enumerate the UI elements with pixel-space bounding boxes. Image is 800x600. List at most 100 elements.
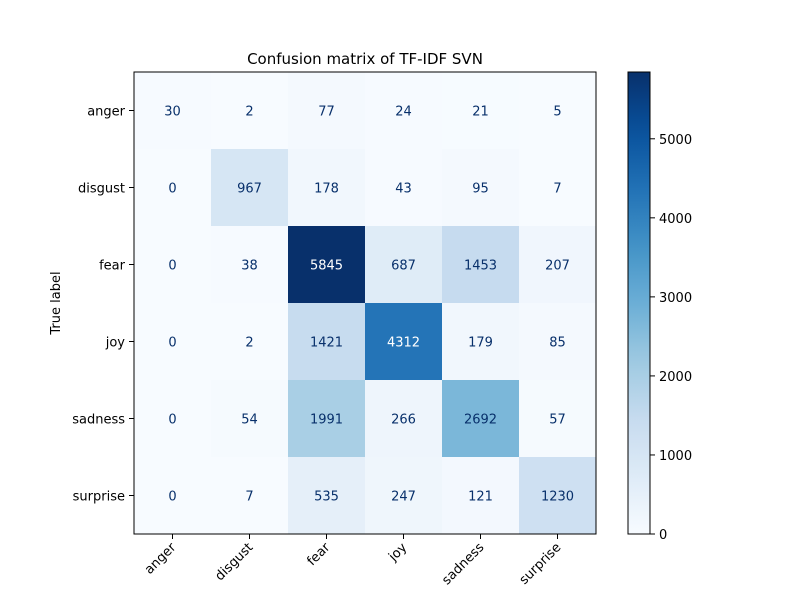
matrix-cell (519, 457, 597, 535)
matrix-cell (442, 380, 520, 458)
y-tick-label: fear (99, 259, 126, 274)
colorbar-tick-label: 1000 (659, 449, 692, 464)
matrix-cell (288, 226, 366, 304)
matrix-cell (442, 149, 520, 227)
cell-value-label: 24 (395, 105, 412, 120)
y-tick-label: surprise (73, 490, 125, 505)
y-tick-label: joy (105, 336, 126, 351)
cell-value-label: 967 (237, 182, 262, 197)
chart-title: Confusion matrix of TF-IDF SVN (247, 50, 483, 68)
matrix-cell (365, 149, 443, 227)
matrix-cells (134, 72, 597, 535)
matrix-cell (365, 226, 443, 304)
y-tick-label: sadness (72, 413, 125, 428)
matrix-cell (211, 72, 289, 150)
matrix-cell (442, 226, 520, 304)
matrix-cell (288, 380, 366, 458)
cell-value-label: 30 (164, 105, 181, 120)
cell-value-label: 0 (168, 182, 176, 197)
cell-value-labels: 30 2 77 24 21 50 967 178 43 95 70 38 5845 687 1453 2070… (164, 105, 574, 505)
x-tick-label: anger (142, 540, 180, 578)
cell-value-label: 535 (314, 490, 339, 505)
y-axis-label: True label (49, 271, 64, 335)
matrix-cell (519, 303, 597, 381)
cell-value-label: 5845 (310, 259, 343, 274)
colorbar-tick-label: 4000 (659, 212, 692, 227)
matrix-cell (134, 303, 212, 381)
cell-value-label: 1453 (464, 259, 497, 274)
x-tick-label: surprise (517, 540, 565, 588)
colorbar-ticks: 0 1000 2000 3000 4000 5000 (650, 133, 692, 543)
cell-value-label: 2 (245, 105, 253, 120)
matrix-cell (288, 72, 366, 150)
cell-value-label: 57 (549, 413, 566, 428)
matrix-cell (519, 72, 597, 150)
y-tick-label: anger (87, 105, 125, 120)
cell-value-label: 207 (545, 259, 570, 274)
matrix-cell (365, 72, 443, 150)
colorbar-tick-label: 2000 (659, 370, 692, 385)
matrix-cell (442, 72, 520, 150)
cell-value-label: 95 (472, 182, 489, 197)
cell-value-label: 2692 (464, 413, 497, 428)
matrix-cell (134, 72, 212, 150)
cell-value-label: 85 (549, 336, 566, 351)
cell-value-label: 2 (245, 336, 253, 351)
colorbar (627, 71, 651, 535)
cell-value-label: 0 (168, 490, 176, 505)
matrix-cell (134, 380, 212, 458)
x-tick-label: sadness (439, 540, 487, 588)
matrix-cell (442, 303, 520, 381)
matrix-cell (519, 380, 597, 458)
x-tick-label: disgust (212, 540, 256, 584)
cell-value-label: 1991 (310, 413, 343, 428)
matrix-cell (134, 226, 212, 304)
matrix-cell (211, 380, 289, 458)
y-tick-label: disgust (78, 182, 125, 197)
cell-value-label: 43 (395, 182, 412, 197)
cell-value-label: 247 (391, 490, 416, 505)
cell-value-label: 687 (391, 259, 416, 274)
matrix-cell (519, 226, 597, 304)
matrix-cell (288, 149, 366, 227)
cell-value-label: 7 (553, 182, 561, 197)
matrix-cell (442, 457, 520, 535)
colorbar-tick-label: 3000 (659, 291, 692, 306)
cell-value-label: 5 (553, 105, 561, 120)
matrix-cell (288, 457, 366, 535)
cell-value-label: 21 (472, 105, 489, 120)
cell-value-label: 7 (245, 490, 253, 505)
matrix-cell (288, 303, 366, 381)
cell-value-label: 38 (241, 259, 258, 274)
matrix-cell (211, 149, 289, 227)
cell-value-label: 178 (314, 182, 339, 197)
cell-value-label: 179 (468, 336, 493, 351)
matrix-cell (211, 303, 289, 381)
matrix-cell (134, 457, 212, 535)
cell-value-label: 0 (168, 336, 176, 351)
y-axis-ticks: anger disgust fear joy sadness surprise (72, 105, 134, 505)
cell-value-label: 0 (168, 413, 176, 428)
cell-value-label: 121 (468, 490, 493, 505)
matrix-cell (365, 303, 443, 381)
cell-value-label: 77 (318, 105, 335, 120)
matrix-frame (133, 71, 597, 535)
cell-value-label: 0 (168, 259, 176, 274)
cell-value-label: 54 (241, 413, 258, 428)
matrix-cell (211, 457, 289, 535)
matrix-cell (365, 380, 443, 458)
matrix-cell (519, 149, 597, 227)
x-axis-ticks: anger disgust fear joy sadness surprise (142, 534, 564, 588)
colorbar-tick-label: 0 (659, 528, 667, 543)
cell-value-label: 4312 (387, 336, 420, 351)
matrix-cell (134, 149, 212, 227)
colorbar-tick-label: 5000 (659, 133, 692, 148)
cell-value-label: 266 (391, 413, 416, 428)
matrix-cell (211, 226, 289, 304)
x-tick-label: fear (304, 540, 333, 569)
cell-value-label: 1230 (541, 490, 574, 505)
cell-value-label: 1421 (310, 336, 343, 351)
matrix-cell (365, 457, 443, 535)
x-tick-label: joy (385, 540, 410, 565)
